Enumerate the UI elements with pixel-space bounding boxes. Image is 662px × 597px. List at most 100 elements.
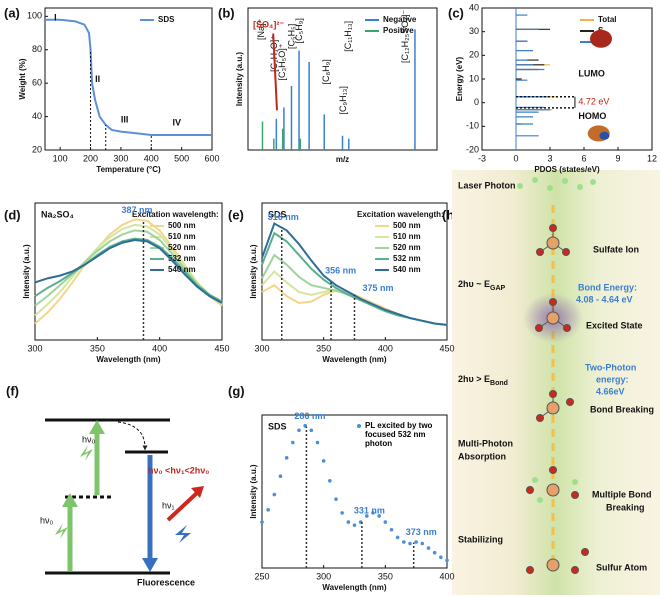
peak-label: [C₅H₅] [286,24,296,49]
legend-title: Excitation wavelength: [357,210,444,219]
legend-label: Positive [383,26,414,35]
chart-title: SDS [268,209,287,219]
y-tick-label: -20 [466,144,479,154]
x-tick-label: 200 [83,153,98,163]
photon [55,523,68,539]
label: Excited State [586,320,643,330]
peak-label: 316 nm [268,212,299,222]
point [395,535,400,540]
relaxation [117,421,148,451]
point [445,558,449,563]
point [340,511,344,515]
x-axis-label: Wavelength (nm) [322,583,386,592]
x-tick-label: 350 [378,571,393,581]
x-tick-label: 0 [513,153,518,163]
gap-label: 4.72 eV [578,97,609,107]
y-tick-label: 20 [32,144,42,154]
label: Sulfate Ion [593,244,639,254]
y-axis-label: Intensity (a.u.) [22,244,31,299]
legend: PL excited by two focused 532 nm photon [365,421,433,448]
x-tick-label: -3 [478,153,486,163]
y-axis-label: Intensity (a.u.) [235,52,244,107]
series-line [34,223,223,317]
point [328,478,332,483]
point [309,428,314,433]
y-tick-label: -10 [466,121,479,131]
x-tick-label: 500 [174,153,189,163]
chart-title: SDS [268,421,287,431]
x-tick-label: 12 [647,153,657,163]
annotation: I [54,12,57,22]
label: Stabilizing [458,534,503,544]
photon-label: hν₀ [82,434,96,444]
peak-label: 331 nm [354,505,385,515]
homo: HOMO [578,111,606,121]
lumo: LUMO [578,69,605,79]
highlight-label: [SO₄]²⁻ [253,19,284,29]
peak-label: 373 nm [406,527,437,537]
x-axis-label: Wavelength (nm) [96,355,160,364]
x-tick-label: 300 [27,343,42,353]
legend-label: 510 nm [393,232,421,241]
legend-label: 520 nm [393,243,421,252]
point [291,440,295,445]
highlight-arrow [272,33,278,111]
photon [175,525,191,543]
legend-label: PL excited by two focused 532 nm photon [365,421,433,448]
plot-frame [44,7,213,151]
panel-label: (f) [6,383,19,398]
annotation: III [121,114,129,124]
plot-frame [481,7,653,151]
y-tick-label: 0 [474,97,479,107]
y-axis-label: Energy (eV) [455,56,464,101]
y-axis-label: Intensity (a.u.) [249,464,258,519]
x-tick-label: 400 [152,343,167,353]
legend-label: SDS [158,15,175,24]
photons [517,177,596,503]
point [414,540,418,544]
label: Two-Photon [585,362,636,372]
x-tick-label: 400 [378,343,393,353]
y-tick-label: 60 [32,78,42,88]
peak-label: [C₁₁H₁₃] [343,21,353,52]
panel-label: (a) [4,5,20,20]
label: energy: [596,374,629,384]
point [371,511,375,515]
peak-label: [C₃H₅O]⁺ [277,43,287,80]
x-tick-label: 3 [547,153,552,163]
orbital [599,131,610,140]
series-line [34,237,223,303]
y-tick-label: 10 [469,73,479,83]
label: Multiple Bond [592,489,652,499]
panel-label: (g) [228,383,245,398]
legend-marker [357,424,361,428]
point [352,523,357,527]
label: Breaking [606,502,645,512]
arrow-head [89,420,105,434]
relation: hν₀ <hν₁<2hν₀ [148,465,209,475]
molecules [526,224,589,574]
label: 4.08 - 4.64 eV [576,294,633,304]
x-axis-label: Temperature (°C) [96,165,161,174]
peak-label: [C₉H₁₃] [338,86,348,114]
peak-label: 356 nm [325,266,356,276]
label: Bond Energy: [578,282,637,292]
peak-label: [C₁₂H₂₅SO₄]⁻ [400,10,410,63]
point [420,541,425,546]
label: Multi-Photon [458,438,513,448]
legend-label: 532 nm [393,254,421,263]
point [365,514,369,518]
x-tick-label: 450 [214,343,229,353]
point [426,546,431,550]
peak-label: [C₈H₉] [321,59,331,84]
point [284,456,289,460]
panel-label: (c) [448,5,464,20]
plot-frame [261,414,448,569]
x-axis-label: Wavelength (nm) [322,355,386,364]
y-tick-label: 80 [32,44,42,54]
arrow-head [191,486,204,498]
panel-label: (e) [228,207,244,222]
panel-label: (d) [4,207,21,222]
x-tick-label: 300 [254,343,269,353]
series-line [34,238,223,304]
